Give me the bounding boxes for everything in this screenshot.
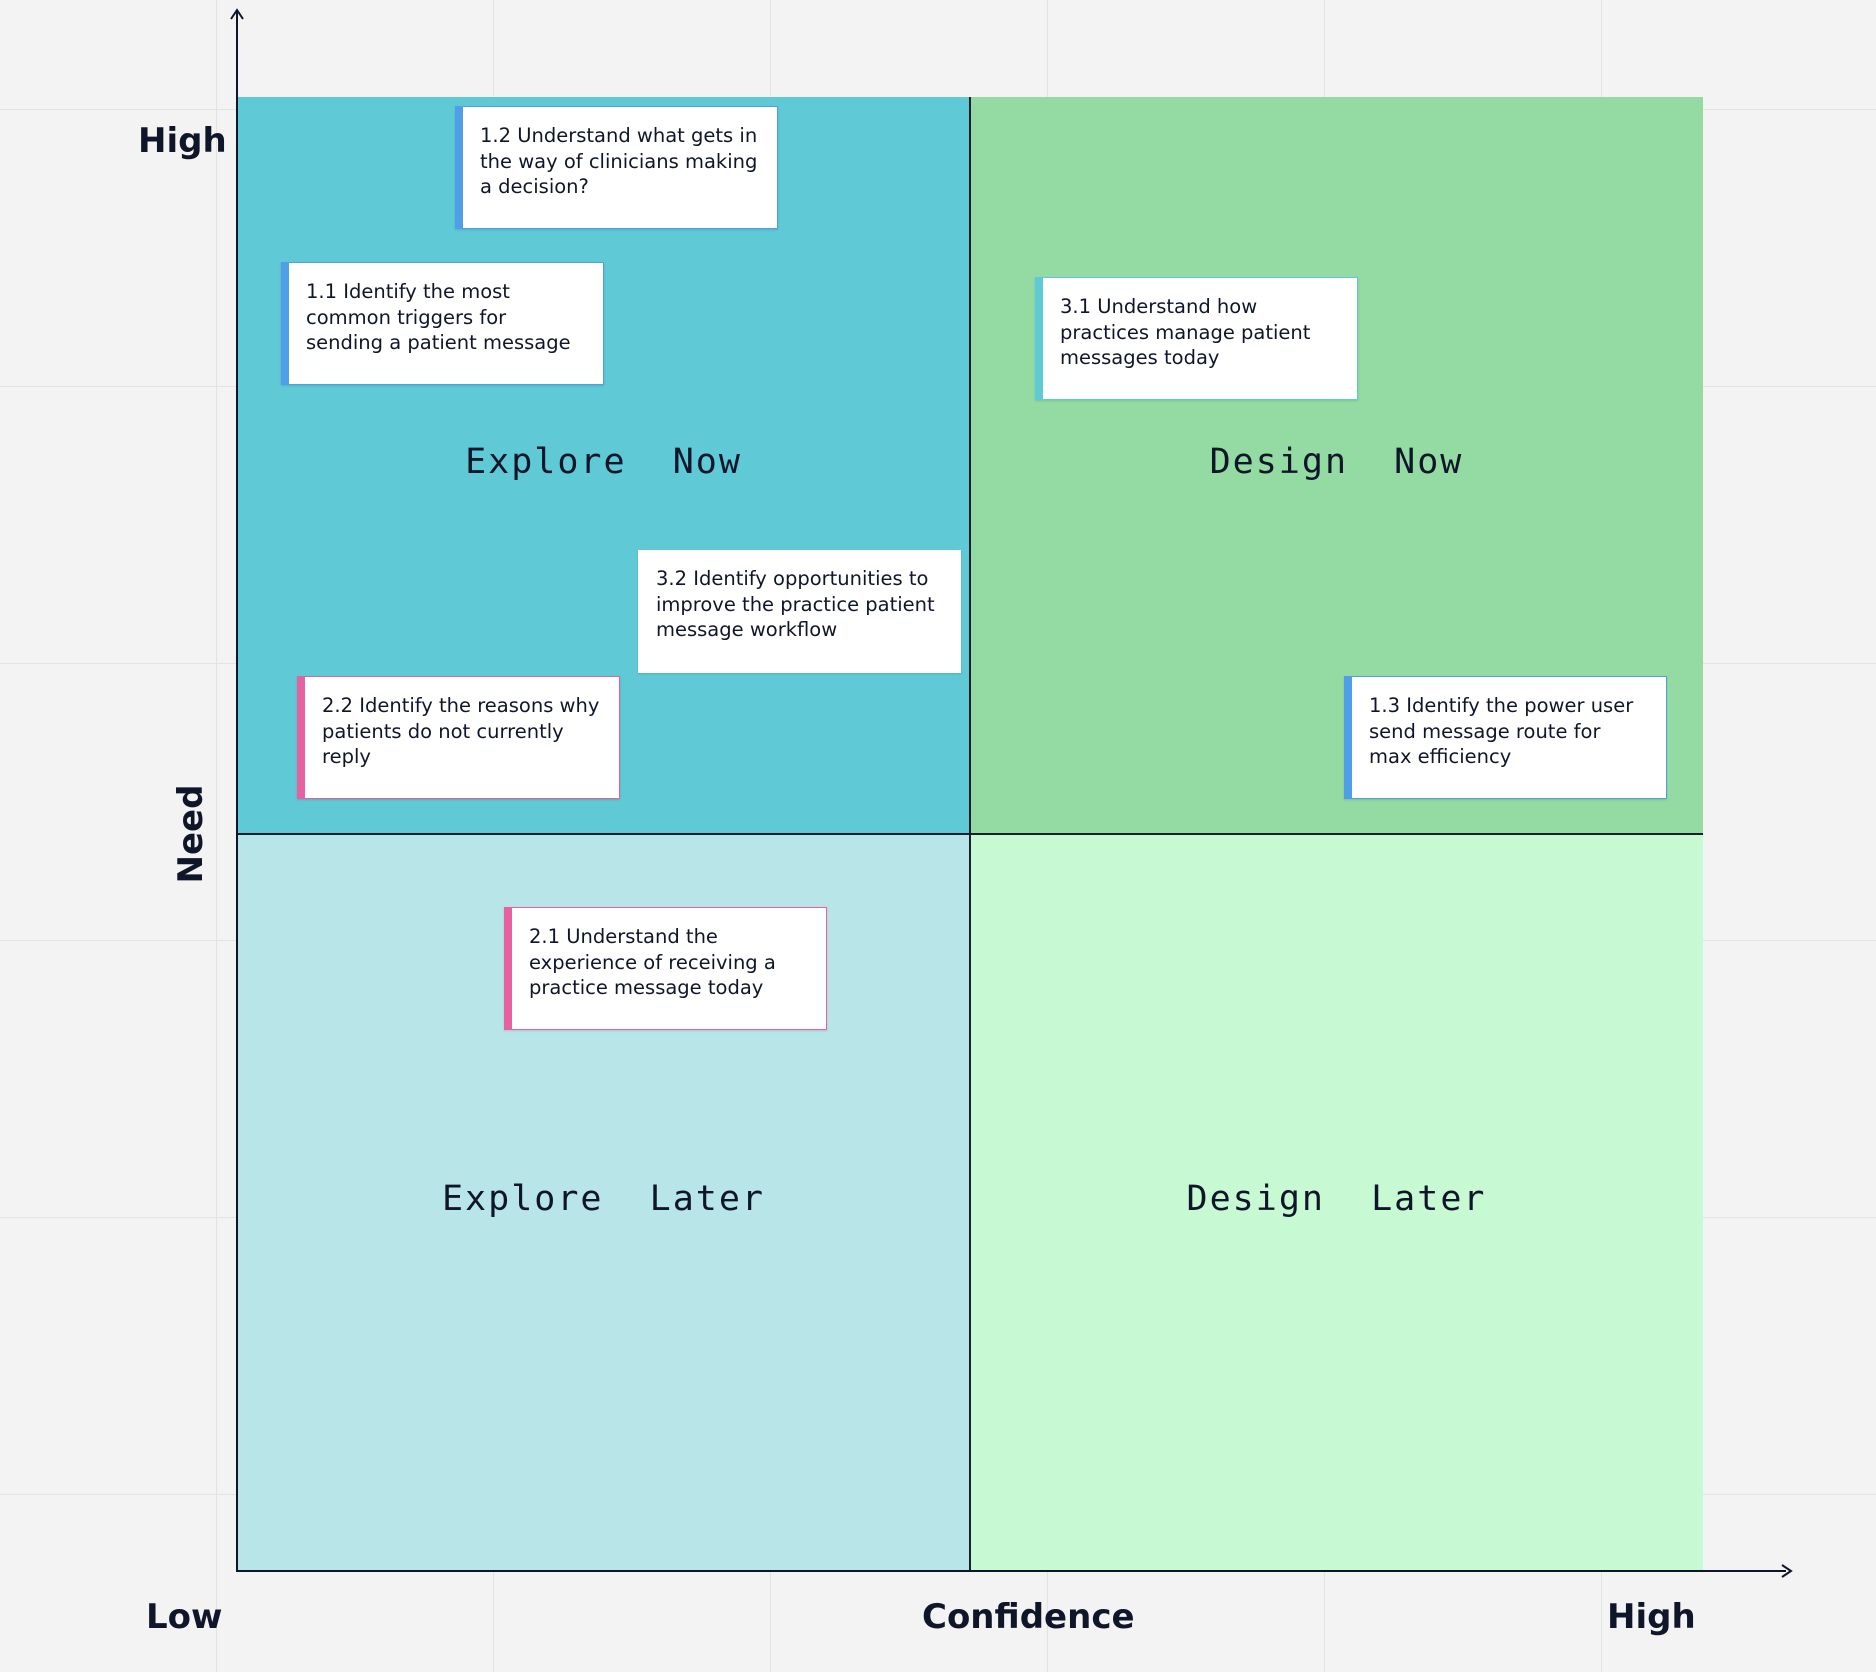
sticky-note-1-3[interactable]: 1.3 Identify the power user send message… (1344, 676, 1667, 799)
sticky-note-2-2[interactable]: 2.2 Identify the reasons why patients do… (297, 676, 620, 799)
sticky-note-3-2[interactable]: 3.2 Identify opportunities to improve th… (638, 550, 961, 673)
x-axis-title: Confidence (922, 1597, 1135, 1637)
sticky-note-2-1[interactable]: 2.1 Understand the experience of receivi… (504, 907, 827, 1030)
quadrant-label-explore-now: Explore Now (465, 442, 742, 482)
x-axis-arrow-icon (1781, 1564, 1793, 1578)
horizontal-divider (237, 833, 1703, 835)
x-axis-high-label: High (1607, 1597, 1696, 1637)
quadrant-label-design-later: Design Later (1186, 1179, 1487, 1219)
sticky-note-1-1[interactable]: 1.1 Identify the most common triggers fo… (281, 262, 604, 385)
quadrant-label-design-now: Design Now (1209, 442, 1464, 482)
quadrant-label-explore-later: Explore Later (441, 1179, 765, 1219)
sticky-note-1-2[interactable]: 1.2 Understand what gets in the way of c… (455, 106, 778, 229)
quadrant-design-later: Design Later (970, 834, 1703, 1571)
x-axis-line (236, 1570, 1786, 1572)
y-axis-title: Need (171, 784, 211, 884)
y-axis-high-label: High (138, 121, 227, 161)
y-axis-arrow-icon (230, 8, 244, 20)
y-axis-line (236, 12, 238, 1572)
sticky-note-3-1[interactable]: 3.1 Understand how practices manage pati… (1035, 277, 1358, 400)
x-axis-low-label: Low (146, 1597, 223, 1637)
